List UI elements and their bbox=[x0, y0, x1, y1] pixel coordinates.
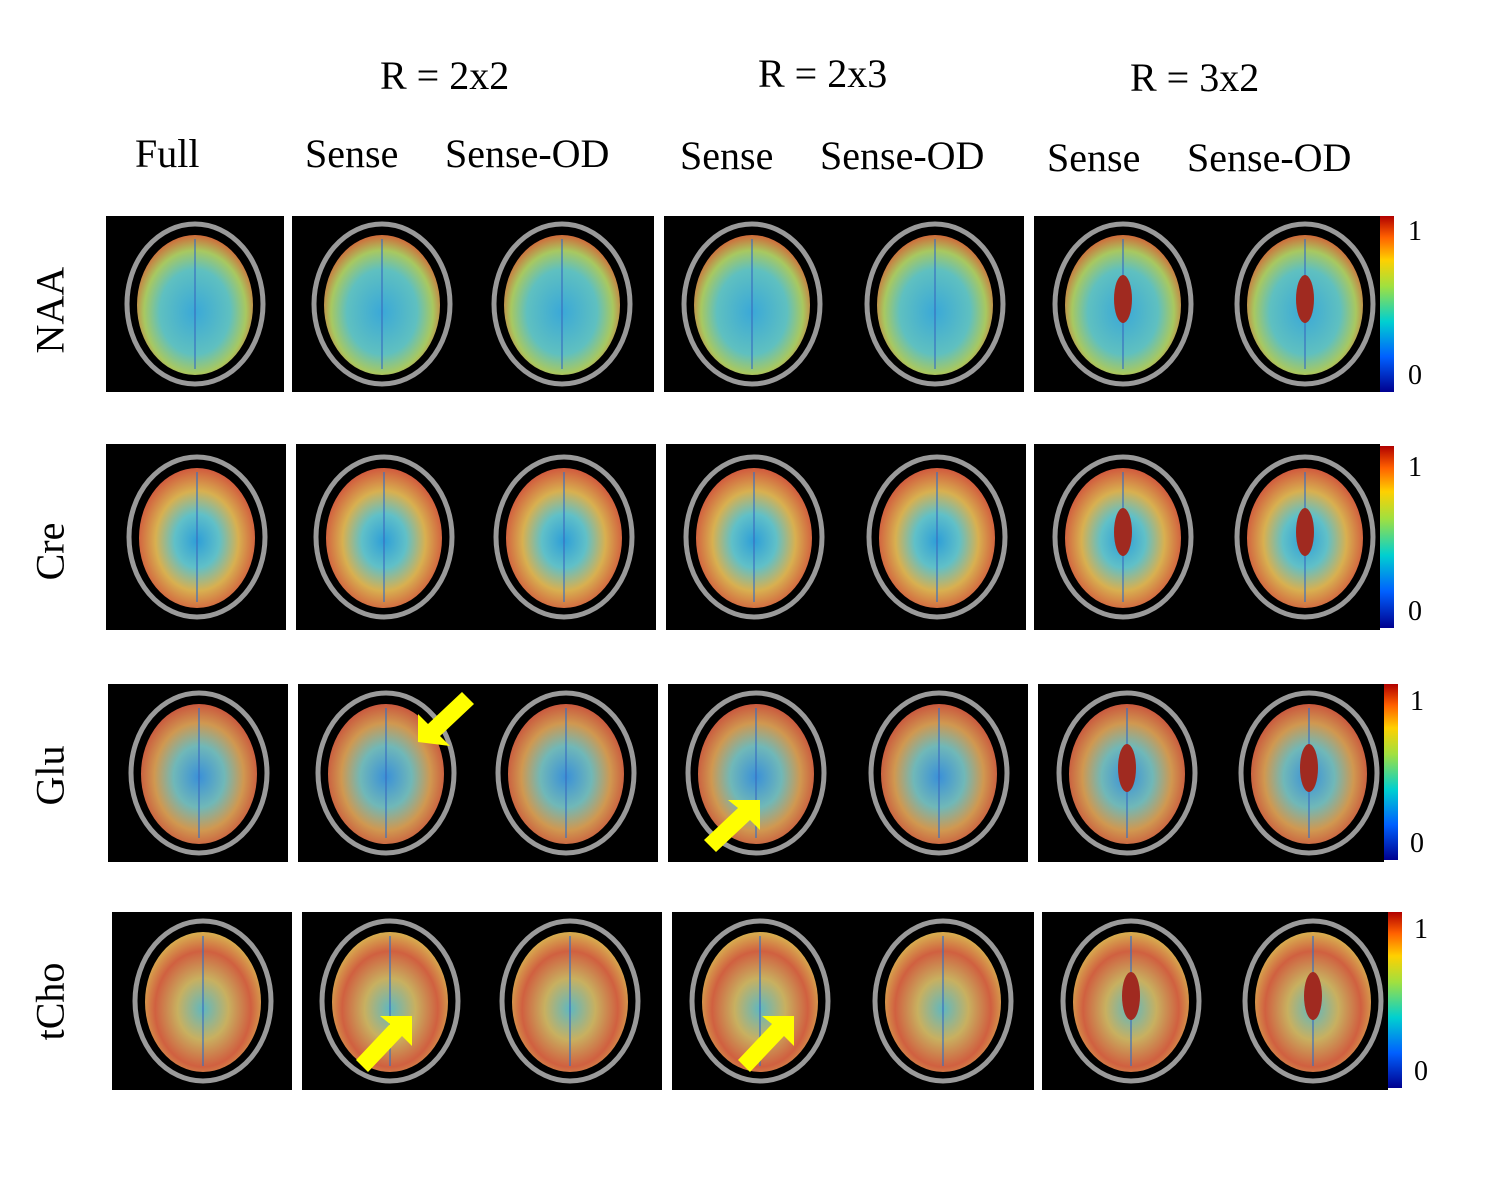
colorbar-max-label: 1 bbox=[1408, 216, 1422, 247]
arrow-glu-2x3 bbox=[704, 800, 760, 852]
brain-map-cre-6 bbox=[1234, 454, 1376, 620]
col-label-full: Full bbox=[135, 131, 200, 176]
group-label-r3x2: R = 3x2 bbox=[1130, 55, 1260, 100]
brain-map-cre-1 bbox=[313, 454, 455, 620]
colorbar-glu bbox=[1384, 684, 1398, 860]
brain-map-naa-4 bbox=[864, 221, 1006, 387]
brain-map-tcho-4 bbox=[872, 918, 1014, 1084]
brain-map-tcho-0 bbox=[132, 918, 274, 1084]
brain-map-glu-6 bbox=[1238, 690, 1380, 856]
col-label-sense-2x3: Sense bbox=[680, 133, 774, 178]
colorbar-max-label: 1 bbox=[1414, 914, 1428, 945]
brain-map-naa-6 bbox=[1234, 221, 1376, 387]
col-label-senseod-3x2: Sense-OD bbox=[1187, 135, 1352, 180]
brain-map-glu-0 bbox=[128, 690, 270, 856]
row-label-tcho: tCho bbox=[27, 962, 73, 1041]
brain-map-naa-1 bbox=[311, 221, 453, 387]
arrow-glu-2x2 bbox=[418, 692, 474, 746]
brain-map-tcho-2 bbox=[499, 918, 641, 1084]
brain-map-tcho-1 bbox=[319, 918, 461, 1084]
colorbar-tcho bbox=[1388, 912, 1402, 1088]
col-label-sense-2x2: Sense bbox=[305, 131, 399, 176]
brain-map-naa-3 bbox=[681, 221, 823, 387]
colorbar-min-label: 0 bbox=[1410, 828, 1424, 859]
brain-map-glu-2 bbox=[495, 690, 637, 856]
brain-map-cre-3 bbox=[683, 454, 825, 620]
row-label-cre: Cre bbox=[27, 522, 73, 581]
brain-map-cre-0 bbox=[126, 454, 268, 620]
colorbar-min-label: 0 bbox=[1414, 1056, 1428, 1087]
brain-map-cre-2 bbox=[493, 454, 635, 620]
colorbar-max-label: 1 bbox=[1408, 452, 1422, 483]
colorbar-naa bbox=[1380, 216, 1394, 392]
brain-map-glu-4 bbox=[868, 690, 1010, 856]
brain-map-naa-0 bbox=[124, 221, 266, 387]
colorbar-max-label: 1 bbox=[1410, 686, 1424, 717]
col-label-sense-3x2: Sense bbox=[1047, 135, 1141, 180]
row-label-glu: Glu bbox=[27, 745, 73, 806]
group-label-r2x3: R = 2x3 bbox=[758, 51, 888, 96]
brain-map-glu-1 bbox=[315, 690, 457, 856]
brain-map-glu-3 bbox=[685, 690, 827, 856]
arrow-tcho-2x2 bbox=[356, 1016, 412, 1072]
colorbar-min-label: 0 bbox=[1408, 360, 1422, 391]
arrow-tcho-2x3 bbox=[738, 1016, 794, 1072]
brain-map-glu-5 bbox=[1056, 690, 1198, 856]
col-label-senseod-2x2: Sense-OD bbox=[445, 131, 610, 176]
brain-map-cre-4 bbox=[866, 454, 1008, 620]
colorbar-min-label: 0 bbox=[1408, 596, 1422, 627]
row-label-naa: NAA bbox=[27, 266, 73, 354]
brain-map-cre-5 bbox=[1052, 454, 1194, 620]
brain-map-naa-2 bbox=[491, 221, 633, 387]
brain-map-tcho-6 bbox=[1242, 918, 1384, 1084]
brain-map-naa-5 bbox=[1052, 221, 1194, 387]
group-label-r2x2: R = 2x2 bbox=[380, 53, 510, 98]
brain-map-tcho-5 bbox=[1060, 918, 1202, 1084]
colorbar-cre bbox=[1380, 446, 1394, 628]
col-label-senseod-2x3: Sense-OD bbox=[820, 133, 985, 178]
